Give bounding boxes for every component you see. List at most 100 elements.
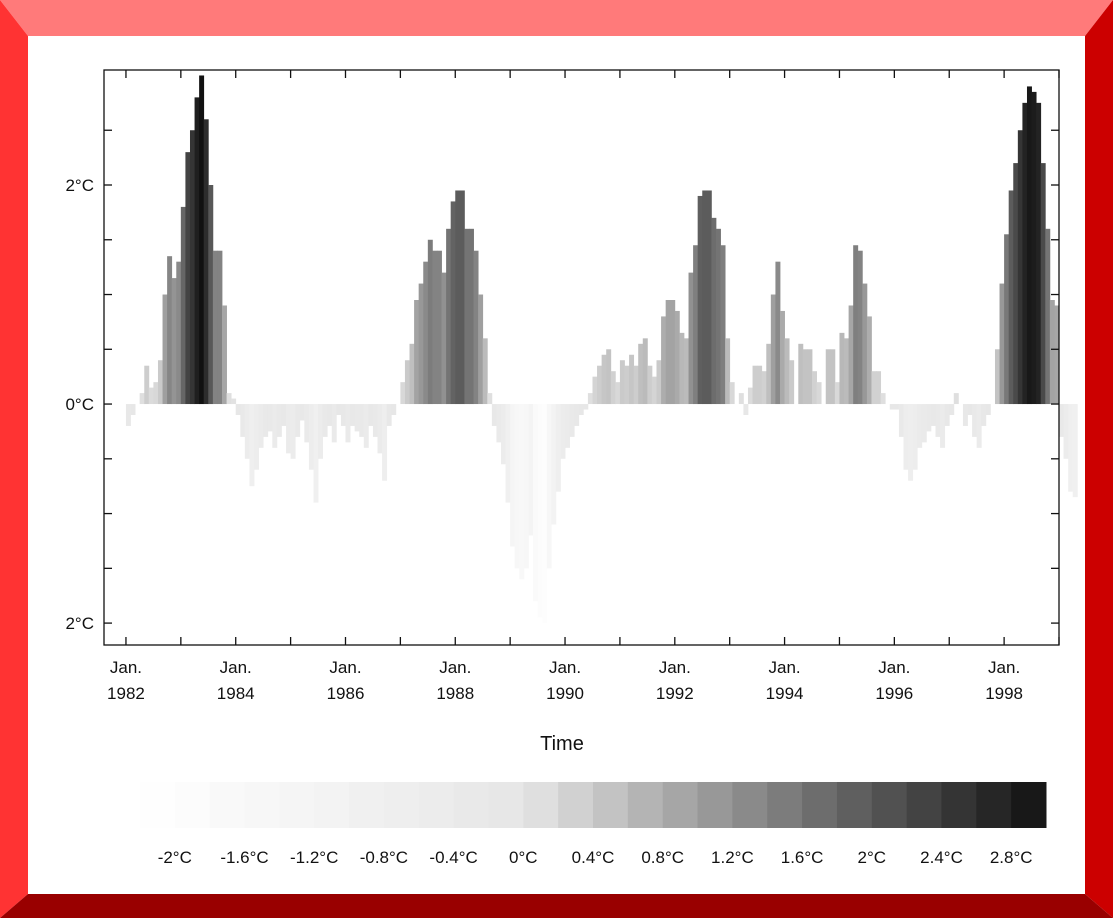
anomaly-bar bbox=[533, 404, 538, 602]
anomaly-bar bbox=[921, 404, 927, 443]
anomaly-bar bbox=[551, 404, 557, 525]
legend-color-cell bbox=[941, 782, 977, 828]
anomaly-bar bbox=[299, 404, 305, 421]
anomaly-bar bbox=[377, 404, 383, 454]
anomaly-bar bbox=[601, 354, 607, 405]
anomaly-bar bbox=[258, 404, 264, 448]
bars-layer bbox=[125, 75, 1078, 624]
anomaly-bar bbox=[468, 228, 474, 405]
legend-color-cell bbox=[314, 782, 350, 828]
anomaly-bar bbox=[738, 393, 744, 405]
anomaly-bar bbox=[647, 365, 653, 405]
x-tick-label-year: 1990 bbox=[546, 684, 584, 703]
legend-color-cell bbox=[279, 782, 315, 828]
anomaly-bar bbox=[281, 404, 287, 426]
anomaly-bar bbox=[313, 404, 319, 503]
anomaly-bar bbox=[926, 404, 932, 432]
legend-label: -2°C bbox=[158, 848, 192, 867]
anomaly-bar bbox=[125, 404, 131, 426]
anomaly-bar bbox=[825, 349, 831, 405]
anomaly-bar bbox=[725, 338, 731, 405]
legend-color-cell bbox=[244, 782, 280, 828]
anomaly-bar bbox=[290, 404, 296, 459]
anomaly-bar bbox=[491, 404, 497, 426]
anomaly-bar bbox=[322, 404, 328, 437]
anomaly-bar bbox=[583, 404, 589, 410]
anomaly-bar bbox=[876, 371, 882, 405]
anomaly-bar bbox=[638, 343, 644, 405]
anomaly-bar bbox=[862, 283, 868, 405]
x-tick-label-month: Jan. bbox=[769, 658, 801, 677]
anomaly-bar bbox=[244, 404, 250, 459]
anomaly-bar bbox=[254, 404, 259, 470]
anomaly-bar bbox=[578, 404, 584, 415]
anomaly-bar bbox=[249, 404, 255, 487]
anomaly-bar bbox=[400, 382, 406, 405]
anomaly-bar bbox=[180, 206, 186, 405]
anomaly-bar bbox=[789, 360, 795, 405]
anomaly-bar bbox=[546, 404, 552, 569]
legend-color-cell bbox=[558, 782, 594, 828]
anomaly-bar bbox=[528, 404, 534, 536]
legend-label: -0.8°C bbox=[360, 848, 408, 867]
anomaly-bar bbox=[706, 190, 712, 405]
anomaly-bar bbox=[812, 371, 817, 405]
anomaly-bar bbox=[976, 404, 982, 448]
anomaly-bar bbox=[473, 250, 479, 405]
anomaly-bar bbox=[148, 387, 154, 405]
anomaly-bar bbox=[327, 404, 333, 426]
legend-color-cell bbox=[1011, 782, 1047, 828]
anomaly-bar bbox=[409, 343, 415, 405]
anomaly-bar bbox=[226, 393, 232, 405]
legend-color-cell bbox=[906, 782, 942, 828]
anomaly-bar bbox=[651, 376, 657, 405]
anomaly-bar bbox=[354, 404, 360, 432]
anomaly-bar bbox=[903, 404, 909, 470]
anomaly-bar bbox=[642, 338, 648, 405]
anomaly-bar bbox=[1049, 300, 1055, 405]
legend-label: 0.4°C bbox=[572, 848, 615, 867]
legend-label: 1.2°C bbox=[711, 848, 754, 867]
anomaly-bar bbox=[331, 404, 337, 443]
anomaly-bar bbox=[286, 404, 292, 454]
y-tick-label: 0°C bbox=[65, 395, 94, 414]
anomaly-bar bbox=[414, 300, 420, 405]
legend-color-cell bbox=[593, 782, 629, 828]
anomaly-bar bbox=[912, 404, 918, 470]
anomaly-bar bbox=[967, 404, 973, 415]
legend-color-cell bbox=[383, 782, 420, 828]
anomaly-bar bbox=[917, 404, 923, 448]
legend-color-cell bbox=[662, 782, 699, 828]
anomaly-bar bbox=[894, 404, 900, 410]
anomaly-bar bbox=[711, 217, 717, 405]
anomaly-bar bbox=[720, 245, 726, 405]
anomaly-bar bbox=[423, 261, 429, 405]
anomaly-bar bbox=[1045, 228, 1051, 405]
anomaly-bar bbox=[935, 404, 941, 437]
legend-color-cell bbox=[523, 782, 559, 828]
anomaly-bar bbox=[1054, 305, 1060, 405]
anomaly-bar bbox=[441, 272, 447, 405]
anomaly-bar bbox=[464, 228, 470, 405]
anomaly-bar bbox=[336, 404, 342, 415]
anomaly-bar bbox=[514, 404, 520, 569]
legend-color-cell bbox=[732, 782, 768, 828]
anomaly-bar bbox=[199, 75, 205, 405]
anomaly-bar bbox=[340, 404, 346, 426]
anomaly-bar bbox=[482, 338, 488, 405]
anomaly-bar bbox=[747, 387, 753, 405]
anomaly-bar bbox=[189, 130, 195, 405]
anomaly-bar bbox=[1026, 86, 1032, 405]
anomaly-bar bbox=[981, 404, 987, 426]
anomaly-bar bbox=[985, 404, 991, 415]
anomaly-bar bbox=[157, 360, 163, 405]
anomaly-bar bbox=[505, 404, 511, 503]
anomaly-bar bbox=[661, 316, 667, 405]
anomaly-bar bbox=[834, 382, 840, 405]
anomaly-bar bbox=[368, 404, 374, 426]
anomaly-bar bbox=[1022, 102, 1028, 405]
anomaly-bar bbox=[592, 376, 598, 405]
anomaly-bar bbox=[844, 338, 849, 405]
anomaly-bar bbox=[619, 360, 625, 405]
